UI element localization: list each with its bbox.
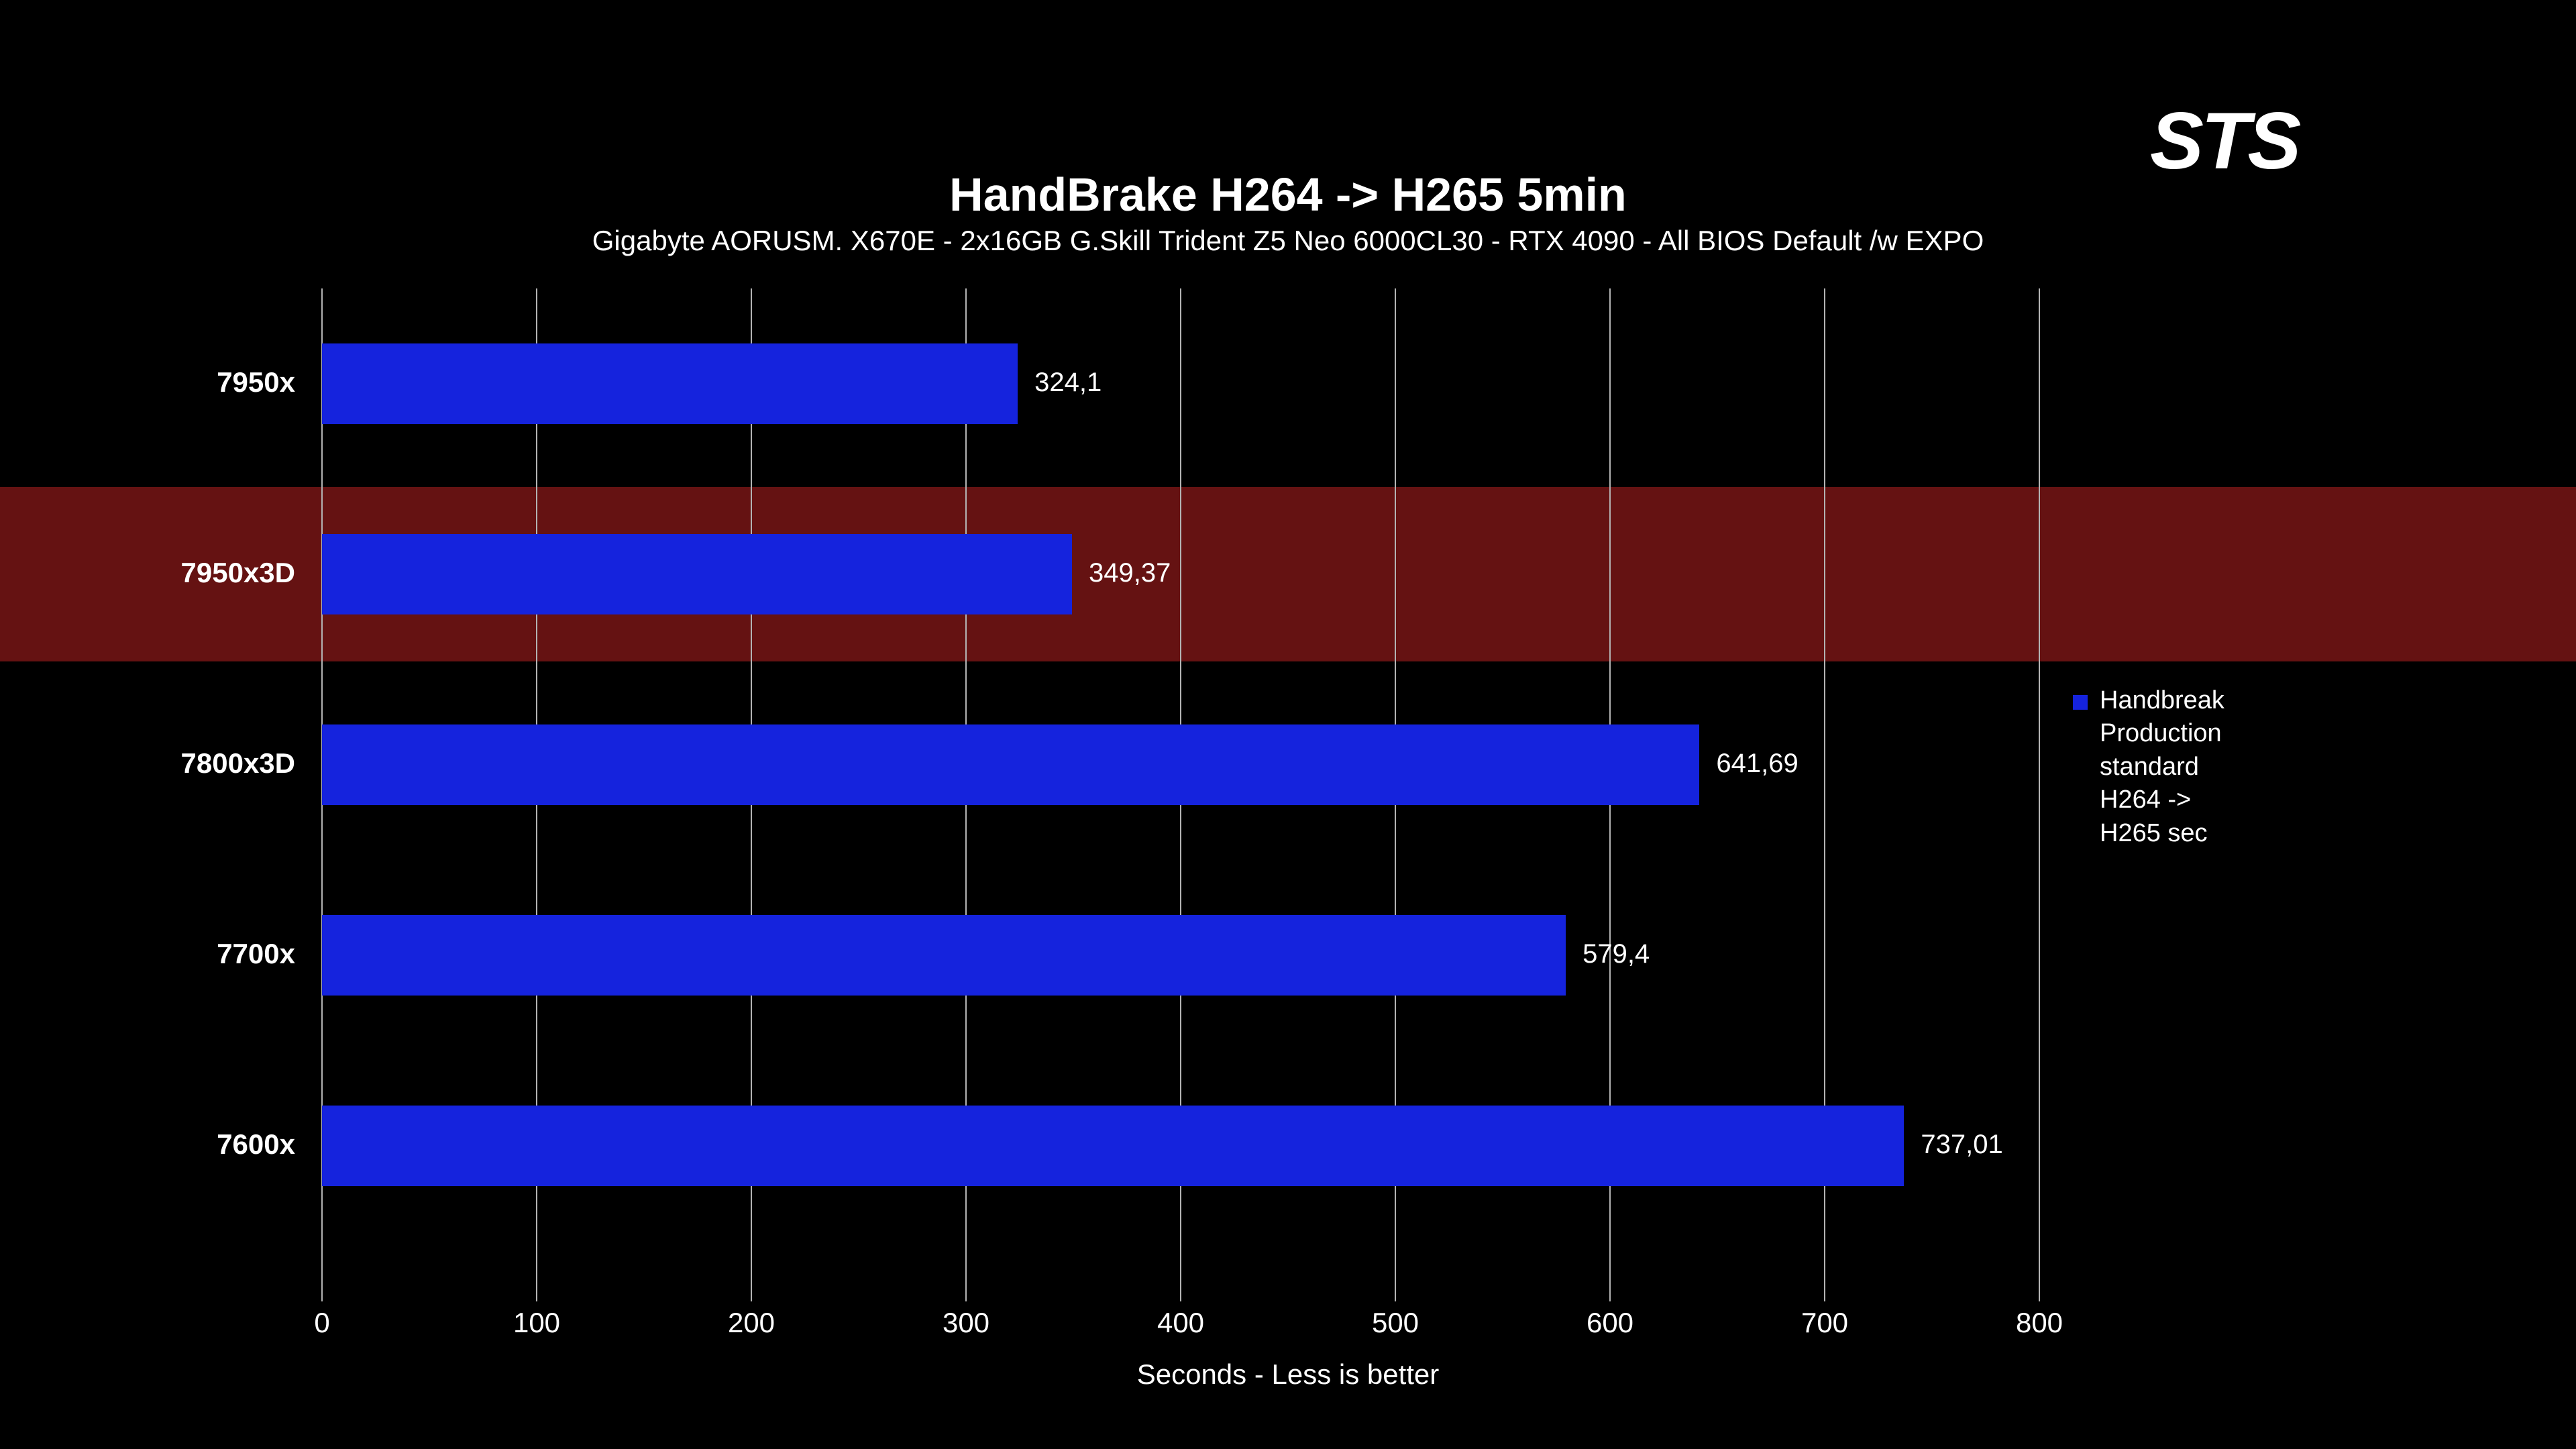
tick-mark	[2039, 1281, 2040, 1301]
chart-subtitle: Gigabyte AORUSM. X670E - 2x16GB G.Skill …	[0, 225, 2576, 257]
chart-plot-area: 324,1 349,37 641,69 579,4 737,01	[322, 288, 2039, 1281]
bar	[322, 724, 1699, 805]
x-tick-label: 200	[728, 1307, 775, 1339]
x-tick-label: 700	[1801, 1307, 1848, 1339]
bar	[322, 915, 1566, 996]
x-tick-label: 600	[1587, 1307, 1633, 1339]
legend-text: Handbreak Production standard H264 -> H2…	[2100, 684, 2224, 850]
category-label: 7700x	[217, 938, 295, 970]
bar-value-label: 641,69	[1716, 749, 1798, 779]
tick-mark	[536, 1281, 537, 1301]
tick-mark	[1395, 1281, 1396, 1301]
x-tick-label: 500	[1372, 1307, 1419, 1339]
bar	[322, 343, 1018, 424]
bar-value-label: 737,01	[1921, 1130, 2002, 1160]
x-axis-title: Seconds - Less is better	[0, 1358, 2576, 1391]
tick-mark	[751, 1281, 752, 1301]
bar-value-label: 324,1	[1034, 368, 1102, 398]
grid-line	[2039, 288, 2040, 1281]
category-label: 7950x3D	[181, 557, 295, 589]
x-tick-label: 300	[943, 1307, 989, 1339]
tick-mark	[1609, 1281, 1611, 1301]
bar	[322, 534, 1072, 614]
category-label: 7950x	[217, 366, 295, 398]
category-label: 7600x	[217, 1128, 295, 1161]
chart-title: HandBrake H264 -> H265 5min	[0, 168, 2576, 221]
x-tick-label: 0	[314, 1307, 329, 1339]
tick-mark	[321, 1281, 323, 1301]
tick-mark	[1180, 1281, 1181, 1301]
x-tick-label: 800	[2016, 1307, 2063, 1339]
bar	[322, 1106, 1904, 1186]
legend-swatch	[2073, 695, 2088, 710]
tick-mark	[1824, 1281, 1825, 1301]
bar-value-label: 579,4	[1582, 939, 1650, 969]
x-tick-label: 400	[1157, 1307, 1204, 1339]
x-tick-label: 100	[513, 1307, 560, 1339]
category-label: 7800x3D	[181, 747, 295, 780]
tick-mark	[965, 1281, 967, 1301]
bar-value-label: 349,37	[1089, 558, 1171, 588]
